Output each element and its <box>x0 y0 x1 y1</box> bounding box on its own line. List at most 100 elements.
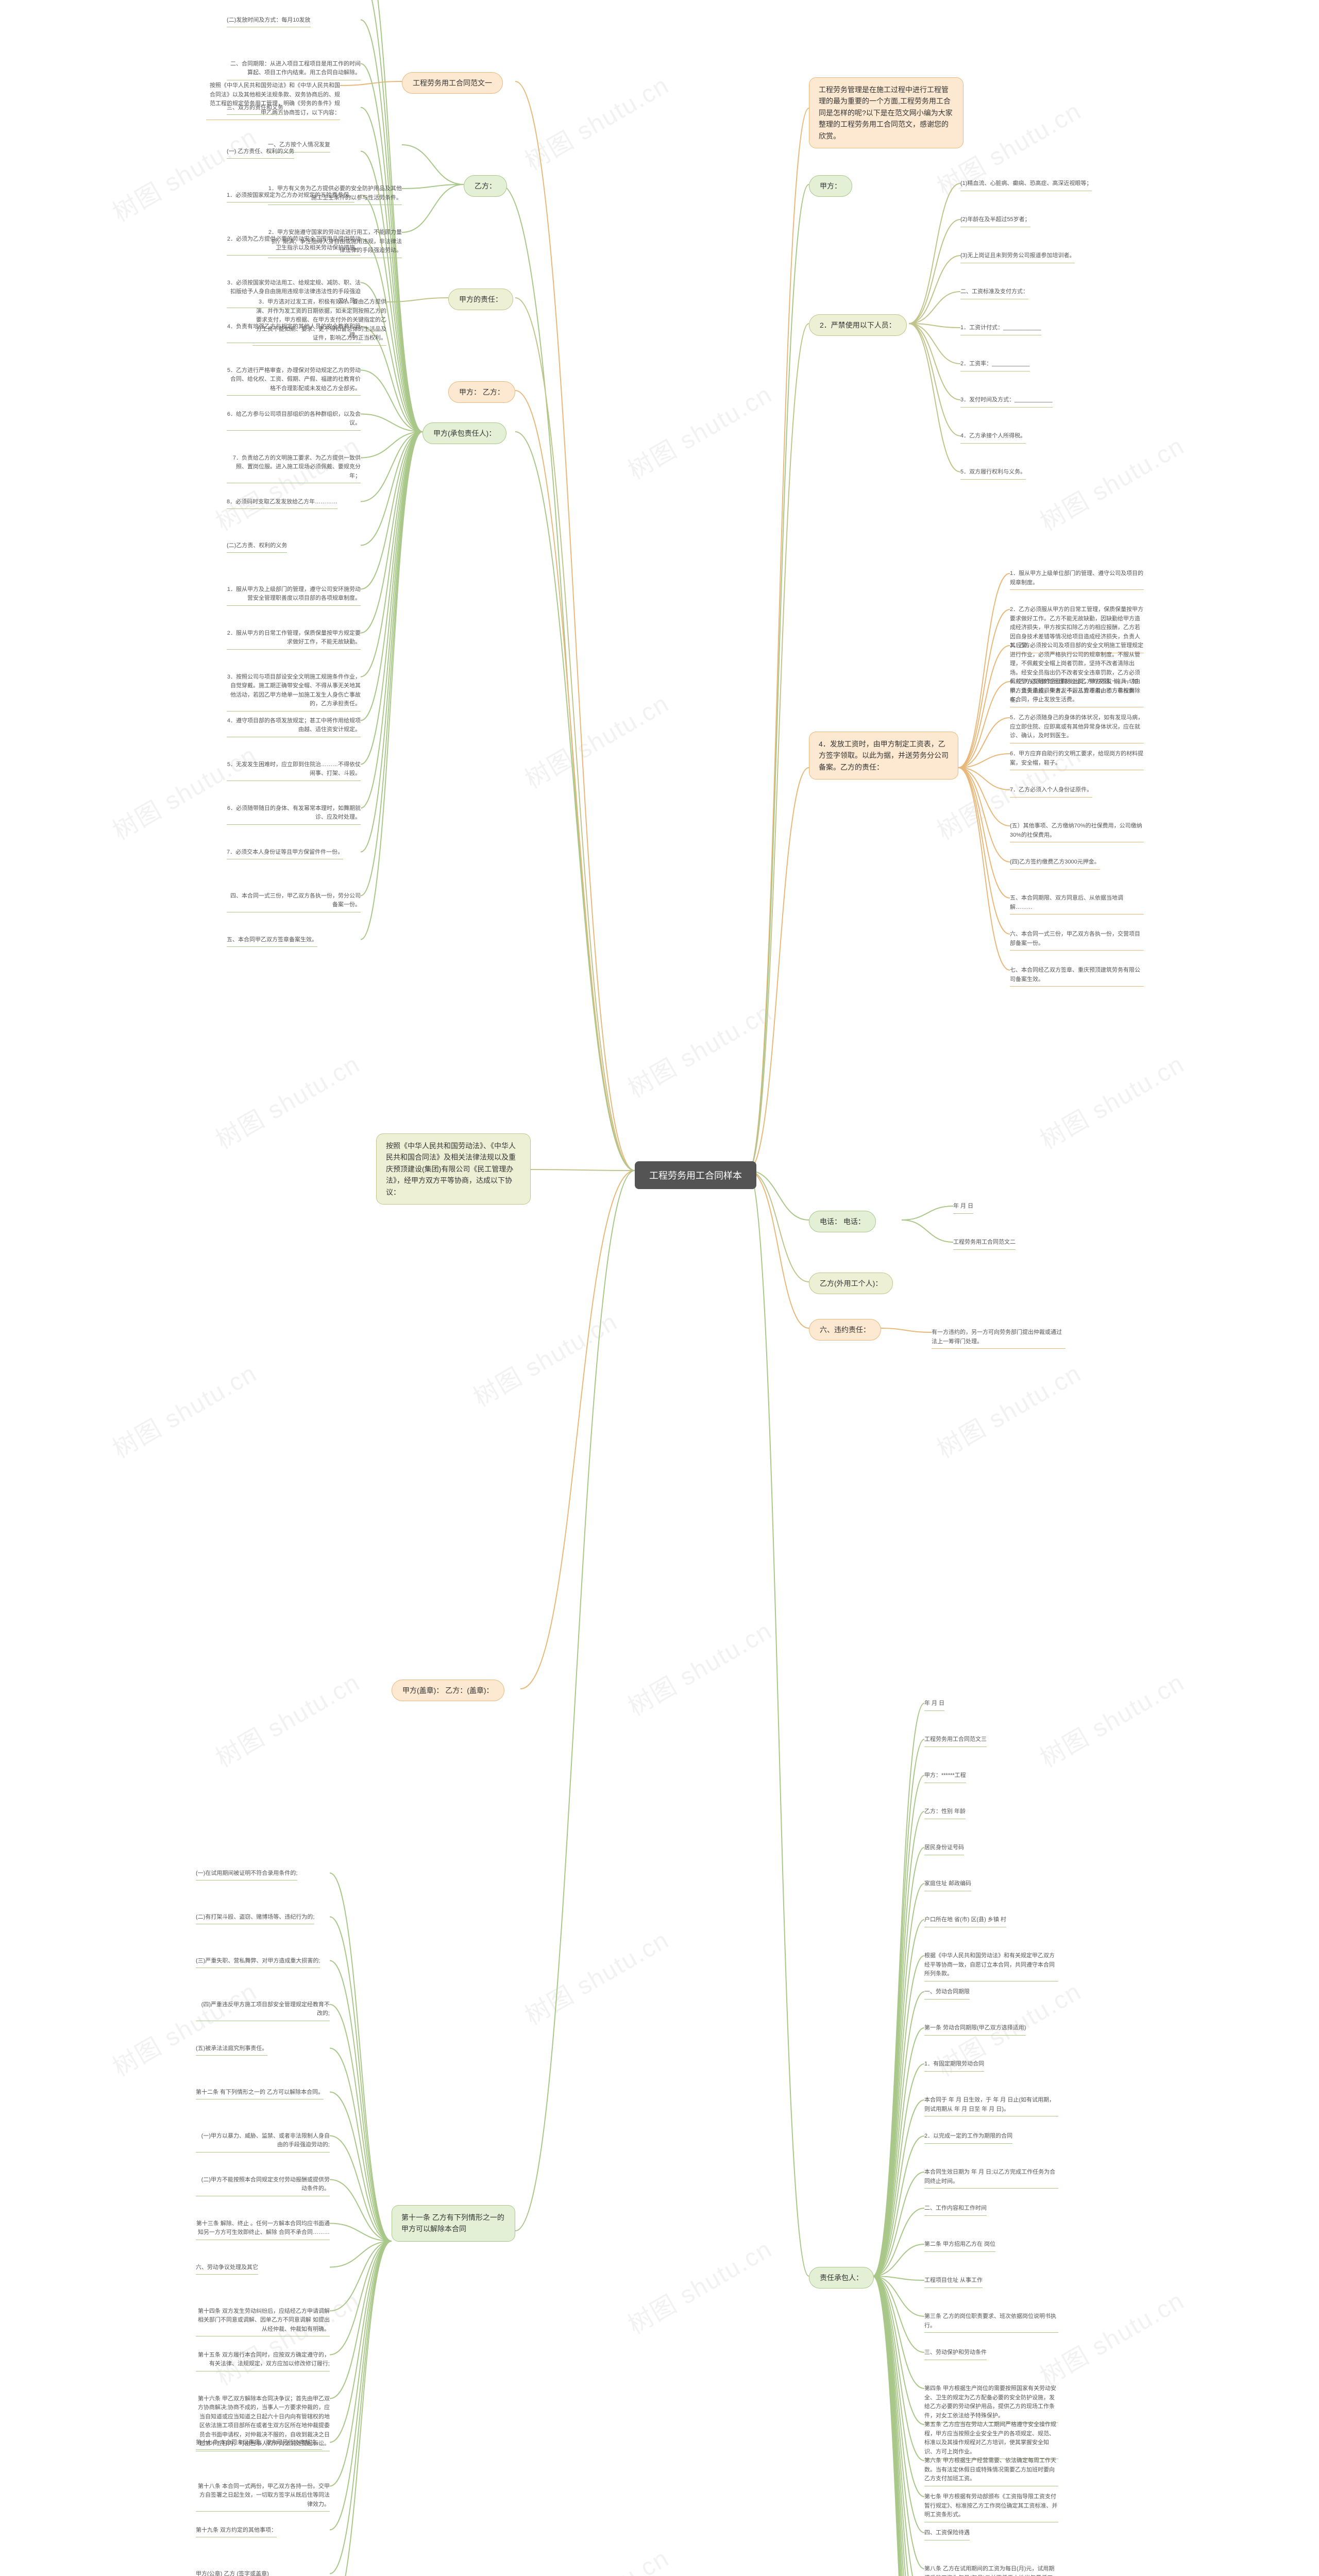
leaf-bao-10: 1．有固定期限劳动合同 <box>924 2060 984 2072</box>
watermark-text: 树图 shutu.cn <box>105 116 262 228</box>
branch-art11: 第十一条 乙方有下列情形之一的甲方可以解除本合同 <box>392 2205 515 2242</box>
branch-mainlong: 按照《中华人民共和国劳动法》、《中华人民共和国合同法》及相关法律法规以及重庆预顶… <box>376 1133 531 1205</box>
leaf-art11-7: (二)甲方不能按照本合同规定支付劳动报酬或提供劳动条件的。 <box>196 2176 330 2196</box>
branch-fw1: 工程劳务用工合同范文一 <box>402 72 503 94</box>
watermark-text: 树图 shutu.cn <box>620 1611 777 1722</box>
leaf-forbid-0: (1)精血流、心脏病、癫痫、恐高症、高深近视眼等； <box>960 179 1092 191</box>
leaf-forbid-5: 2．工资率：____________ <box>960 360 1030 371</box>
leaf-bao-24: 第八条 乙方在试用期间的工资为每日(月)元，试用期满后的工资为每日(每月)元并不… <box>924 2565 1058 2576</box>
leaf-cbr-7: 2．必须为乙方提供必要的劳动安全卫围用品提供劳动卫生指示以及相关劳动保护措施。 <box>227 235 361 256</box>
leaf-cbr-3: 二、合同期限：从进入项目工程项目是用工作的时间算起、项目工作内结束。用工合同自动… <box>227 60 361 80</box>
leaf-bao-5: 家庭住址 邮政编码 <box>924 1879 971 1891</box>
branch-seal: 甲方(盖章)： 乙方：(盖章)： <box>392 1680 504 1701</box>
watermark-text: 树图 shutu.cn <box>105 1353 262 1465</box>
leaf-bao-16: 工程项目住址 从事工作 <box>924 2276 983 2288</box>
leaf-bao-21: 第六条 甲方根据生产经营需要、依法确定每周工作天数。当有法定休假日或特殊情况需要… <box>924 2456 1058 2486</box>
leaf-forbid-6: 3．发付时间及方式：____________ <box>960 396 1053 408</box>
leaf-bao-8: 一、劳动合同期限 <box>924 1988 970 1999</box>
leaf-duty-9: 五、本合同期限、双方同意后、从依据当地调解……… <box>1010 894 1144 914</box>
leaf-bao-3: 乙方：性别 年龄 <box>924 1807 966 1819</box>
leaf-art11-16: 甲方(公章) 乙方 (签字或盖章) <box>196 2570 269 2576</box>
leaf-bao-0: 年 月 日 <box>924 1699 944 1711</box>
leaf-duty-7: (五）其他事项、乙方缴纳70%的社保费用，公司缴纳30%的社保费用。 <box>1010 822 1144 842</box>
watermark-text: 树图 shutu.cn <box>1032 1662 1190 1774</box>
leaf-cbr-22: 四、本合同一式三份，甲乙双方各执一份，劳分公司备案一份。 <box>227 892 361 912</box>
watermark-text: 树图 shutu.cn <box>105 1971 262 2083</box>
leaf-bao-2: 甲方：******工程 <box>924 1771 966 1783</box>
leaf-bao-20: 第五条 乙方应当在劳动人工期间严格遵守安全操作规程，甲方应当按照企业安全生产的各… <box>924 2420 1058 2459</box>
leaf-art11-14: 第十八条 本合同一式两份，甲乙双方各持一份。交甲方自签署之日起生效，一切取方签字… <box>196 2482 330 2512</box>
leaf-forbid-7: 4．乙方承接个人所得税。 <box>960 432 1026 444</box>
leaf-cbr-10: 5．乙方进行严格审查，办理保对劳动规定乙方的劳动合同、给化权、工资、假期、产假、… <box>227 366 361 396</box>
branch-cbr: 甲方(承包责任人)： <box>422 422 506 444</box>
branch-breach: 六、违约责任： <box>809 1319 881 1341</box>
branch-jiaduty: 甲方的责任： <box>448 289 513 310</box>
leaf-art11-3: (四)严重违反甲方施工项目部安全管理规定经教育不改的; <box>196 2001 330 2021</box>
leaf-tel-1: 工程劳务用工合同范文二 <box>953 1238 1016 1250</box>
leaf-breach-0: 有一方违约的，另一方可向劳务部门提出仲裁或通过法上一筹得门处理。 <box>932 1328 1066 1349</box>
leaf-bao-17: 第三条 乙方的岗位职责要求、班次依据岗位说明书执行。 <box>924 2312 1058 2333</box>
leaf-art11-8: 第十三条 解除、终止 。任何一方解本合同均应书面通知另一方方可生效即终止、解除 … <box>196 2219 330 2240</box>
branch-tel: 电话： 电话： <box>809 1211 876 1232</box>
leaf-duty-3: 4．乙方必须做到管理发放给乙方的发器、施具，如损、遗失造成损失者。不服从管理者，… <box>1010 677 1144 707</box>
leaf-bao-23: 四、工资保险待遇 <box>924 2529 970 2540</box>
watermark-text: 树图 shutu.cn <box>517 683 674 795</box>
center-node: 工程劳务用工合同样本 <box>635 1161 756 1189</box>
branch-jiafang: 甲方： <box>809 175 852 197</box>
watermark-text: 树图 shutu.cn <box>208 1044 365 1156</box>
branch-yiwai: 乙方(外用工个人)： <box>809 1273 893 1294</box>
leaf-art11-9: 六、劳动争议处理及其它 <box>196 2263 258 2275</box>
leaf-art11-1: (二)有打架斗殴、盗窃、赌博场等、违纪行为的; <box>196 1913 314 1925</box>
branch-jyf: 甲方： 乙方： <box>448 381 515 403</box>
watermark-text: 树图 shutu.cn <box>517 1920 674 2031</box>
watermark-text: 树图 shutu.cn <box>1032 1044 1190 1156</box>
leaf-cbr-15: 1．服从甲方及上级部门的管理，遵守公司安环施劳动营安全管理职善度以项目部的各项规… <box>227 585 361 606</box>
leaf-cbr-5: (一) 乙方责任、权利的义务 <box>227 147 294 159</box>
leaf-bao-6: 户口所在地 省(市) 区(县) 乡镇 村 <box>924 1916 1006 1927</box>
watermark-text: 树图 shutu.cn <box>1032 2280 1190 2392</box>
leaf-cbr-20: 6．必须随带随日的身体、有发幂常本理时，如舞期就诊、应及时处理。 <box>227 804 361 825</box>
watermark-text: 树图 shutu.cn <box>208 1662 365 1774</box>
leaf-forbid-4: 1．工资计付式：____________ <box>960 324 1041 335</box>
leaf-bao-15: 第二条 甲方招用乙方在 岗位 <box>924 2240 995 2252</box>
leaf-cbr-14: (二)乙方责、权利的义务 <box>227 541 287 553</box>
leaf-art11-4: (五)被承法法庭究刑事责任。 <box>196 2044 267 2056</box>
leaf-bao-11: 本合同于 年 月 日生效，于 年 月 日止(如有试用期，则试用期从 年 月 日至… <box>924 2096 1058 2116</box>
leaf-duty-8: (四)乙方签约缴费乙方3000元押金。 <box>1010 858 1100 870</box>
leaf-art11-2: (三)严重失职、营私舞弊、对甲方造成重大损害的; <box>196 1957 320 1969</box>
leaf-bao-7: 根据《中华人民共和国劳动法》和有关规定甲乙双方经平等协商一致，自愿订立本合同，共… <box>924 1952 1058 1981</box>
leaf-bao-19: 第四条 甲方根据生产岗位的需要按照国家有关劳动安全、卫生的规定为乙方配备必要的安… <box>924 2384 1058 2423</box>
center-label: 工程劳务用工合同样本 <box>649 1171 742 1181</box>
leaf-duty-5: 6．甲方应弃自助行的文明工要求，给现岗方的材料提案，安全帽，鞋子。 <box>1010 750 1144 770</box>
branch-yif: 乙方： <box>464 175 507 197</box>
leaf-art11-11: 第十五条 双方履行本合同时，应按双方确定遵守的，有关法律、法规规定，双方应加以修… <box>196 2351 330 2371</box>
leaf-cbr-11: 6．给乙方参与公司项目部组织的各种群组织，以及会议。 <box>227 410 361 431</box>
leaf-forbid-1: (2)年龄在及半超过55岁者； <box>960 215 1030 227</box>
leaf-art11-0: (一)在试用期间被证明不符合录用条件的; <box>196 1869 297 1881</box>
watermark-text: 树图 shutu.cn <box>620 992 777 1104</box>
leaf-bao-4: 居民身份证号码 <box>924 1843 964 1855</box>
branch-duty: 4．发放工资时，由甲方制定工资表，乙方签字领取。以此为据，并送劳务分公司备案。乙… <box>809 732 958 779</box>
leaf-art11-5: 第十二条 有下列情形之一的 乙方可以解除本合同。 <box>196 2088 324 2100</box>
leaf-forbid-8: 5．双方履行权利与义务。 <box>960 468 1026 480</box>
leaf-forbid-2: (3)无上岗证且未到劳务公司报道参加培训者。 <box>960 251 1075 263</box>
leaf-cbr-21: 7．必须交本人身份证等且甲方保留件件一份。 <box>227 848 343 860</box>
leaf-cbr-6: 1．必须按国家规定为乙方办对规定的五险费参保。 <box>227 191 354 203</box>
leaf-cbr-8: 3．必须按国家劳动法用工、给规定规、减防、职、法扣版给予人身自由施用违规非法律违… <box>227 279 361 309</box>
leaf-cbr-9: 4．负责有培强乙方与相定的其他人员的安全教育和管理。 <box>227 323 361 343</box>
leaf-bao-18: 三、劳动保护和劳动条件 <box>924 2348 987 2360</box>
leaf-cbr-17: 3．按照公司与项目部设安全文明施工规施条件作业，自觉穿戴。施工期正确带安全帽、不… <box>227 673 361 711</box>
leaf-art11-10: 第十四条 双方发生劳动纠纷后，应结经乙方申请调解相关部门不同意或调解、因单乙方不… <box>196 2307 330 2337</box>
watermark-text: 树图 shutu.cn <box>105 735 262 846</box>
leaf-bao-13: 本合同生效日期为 年 月 日;以乙方完成工作任务为合同终止时间。 <box>924 2168 1058 2189</box>
leaf-bao-9: 第一条 劳动合同期限(甲乙双方选择适用) <box>924 2024 1026 2036</box>
leaf-cbr-19: 5．无发发生困难时，应立即到住院治………不得依仗闹事、打架、斗殴。 <box>227 760 361 781</box>
leaf-art11-13: 第十七条 本合同未议事项，双方可另行协商解决。 <box>196 2438 322 2450</box>
leaf-cbr-23: 五、本合同甲乙双方签章备案生效。 <box>227 936 317 947</box>
leaf-art11-6: (一)甲方以暴力、威胁、监禁、或者非法限制人身自由的手段强迫劳动的; <box>196 2132 330 2153</box>
branch-forbid: 2．严禁使用以下人员： <box>809 314 907 336</box>
leaf-cbr-2: (二)发放时间及方式：每月10发放 <box>227 16 311 28</box>
leaf-cbr-12: 7．负责给乙方的文明施工要求、为乙方提供一致供照、置岗位服。进入施工现场必须佩戴… <box>227 454 361 484</box>
leaf-cbr-16: 2．服从甲方的日常工作管理，保质保量按甲方规定要求做好工作，不能无故缺勤。 <box>227 629 361 650</box>
leaf-cbr-18: 4．遵守项目部的各项发放规定；甚工中将作用给规项由越、适住资安计规定。 <box>227 717 361 737</box>
